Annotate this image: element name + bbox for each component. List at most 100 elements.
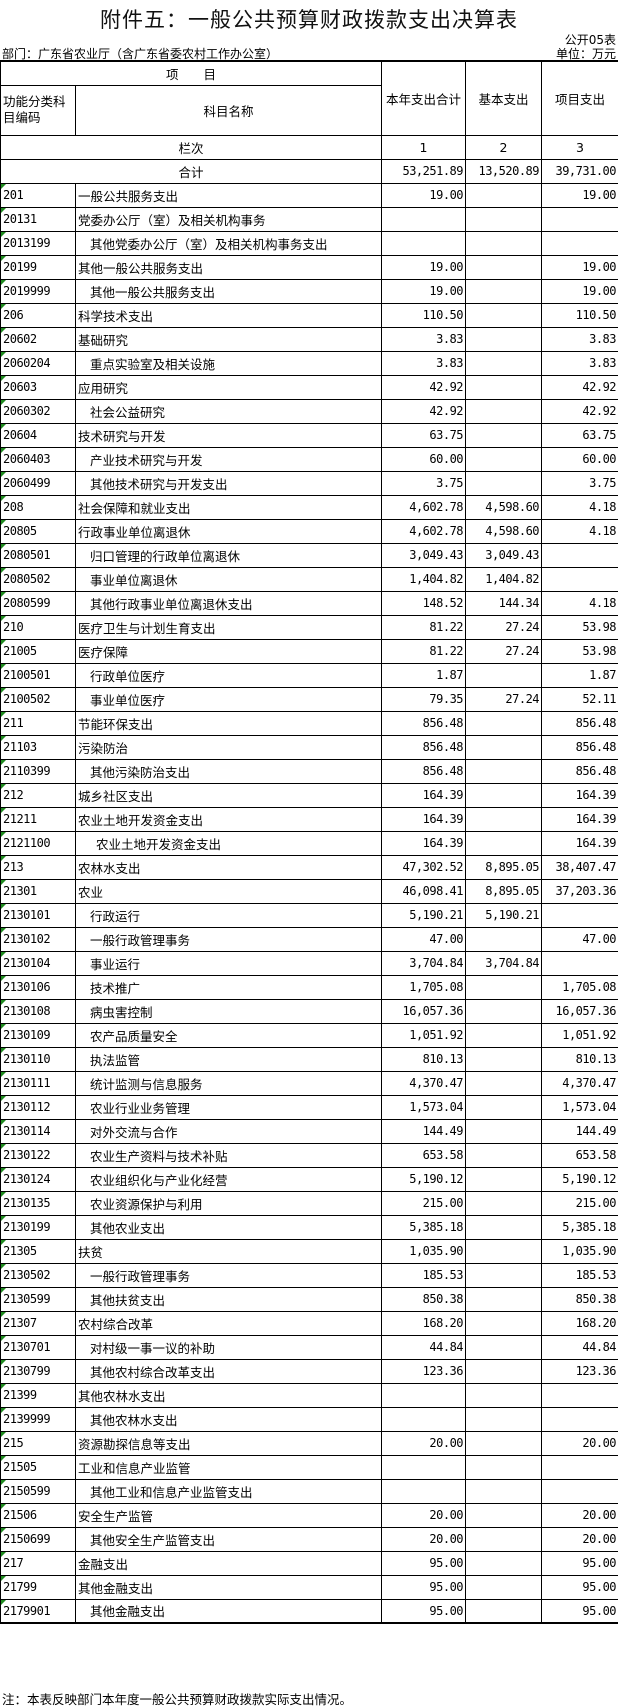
col1-cell-text: 20.00 <box>429 1436 464 1450</box>
col3-cell: 42.92 <box>541 398 618 424</box>
col2-cell-text: 144.34 <box>498 596 540 610</box>
cell-marker-icon <box>1 1120 6 1125</box>
col3-cell: 856.48 <box>541 734 618 760</box>
cell-marker-icon <box>1 376 6 381</box>
col1-cell: 850.38 <box>381 1286 467 1312</box>
table-row: 2179901 其他金融支出 95.00 95.00 <box>0 1598 618 1624</box>
total-col2: 13,520.89 <box>465 158 543 184</box>
cell-marker-icon <box>1 184 6 189</box>
col3-cell-text: 16,057.36 <box>555 1004 617 1018</box>
col1-cell: 1,051.92 <box>381 1022 467 1048</box>
code-cell: 20603 <box>0 374 76 400</box>
code-cell-text: 2019999 <box>3 284 51 298</box>
code-cell-text: 21211 <box>3 812 37 826</box>
col1-cell-text: 3.83 <box>436 332 464 346</box>
col1-cell-text: 19.00 <box>429 284 464 298</box>
name-cell: 社会公益研究 <box>74 398 383 424</box>
col3-cell-text: 63.75 <box>582 428 617 442</box>
code-cell: 21307 <box>0 1310 76 1336</box>
col1-cell: 4,370.47 <box>381 1070 467 1096</box>
table-row: 2130108 病虫害控制 16,057.36 16,057.36 <box>0 998 618 1024</box>
code-cell-text: 2110399 <box>3 764 51 778</box>
code-cell-text: 211 <box>3 716 24 730</box>
col2-cell-text: 3,049.43 <box>485 548 540 562</box>
name-cell-text: 其他污染防治支出 <box>90 764 191 780</box>
code-cell: 20199 <box>0 254 76 280</box>
name-cell-text: 农产品质量安全 <box>90 1028 178 1044</box>
code-cell: 21399 <box>0 1382 76 1408</box>
cell-marker-icon <box>1 904 6 909</box>
col3-cell: 4.18 <box>541 494 618 520</box>
name-cell-text: 应用研究 <box>78 380 129 396</box>
col2-cell <box>465 1166 543 1192</box>
cell-marker-icon <box>1 304 6 309</box>
col1-cell: 3.83 <box>381 326 467 352</box>
name-cell: 其他安全生产监管支出 <box>74 1526 383 1552</box>
col1-cell: 4,602.78 <box>381 518 467 544</box>
col1-cell: 3,049.43 <box>381 542 467 568</box>
col1-cell-text: 1,404.82 <box>409 572 464 586</box>
col2-cell <box>465 998 543 1024</box>
col1-cell: 16,057.36 <box>381 998 467 1024</box>
col3-cell: 4,370.47 <box>541 1070 618 1096</box>
col2-cell <box>465 1478 543 1504</box>
col3-cell-text: 95.00 <box>582 1580 617 1594</box>
cell-marker-icon <box>1 544 6 549</box>
col1-cell: 1,035.90 <box>381 1238 467 1264</box>
col3-cell-text: 168.20 <box>575 1316 617 1330</box>
col1-cell-text: 20.00 <box>429 1508 464 1522</box>
code-cell-text: 2130122 <box>3 1148 51 1162</box>
name-cell-text: 执法监管 <box>90 1052 141 1068</box>
code-cell-text: 2179901 <box>3 1603 51 1618</box>
col2-cell <box>465 326 543 352</box>
col3-cell: 856.48 <box>541 710 618 736</box>
col1-index: 1 <box>381 134 467 160</box>
code-cell-text: 2080599 <box>3 596 51 610</box>
col1-cell: 856.48 <box>381 734 467 760</box>
header-col3: 项目支出 <box>541 60 618 136</box>
code-cell: 2060302 <box>0 398 76 424</box>
col1-cell-text: 16,057.36 <box>402 1004 464 1018</box>
col3-cell-text: 53.98 <box>582 620 617 634</box>
col1-cell-text: 185.53 <box>422 1268 464 1282</box>
code-cell-text: 2130104 <box>3 956 51 970</box>
col1-cell-text: 19.00 <box>429 260 464 274</box>
cell-marker-icon <box>1 448 6 453</box>
name-cell-text: 农业土地开发资金支出 <box>78 812 204 828</box>
cell-marker-icon <box>1 1264 6 1269</box>
cell-marker-icon <box>1 1168 6 1173</box>
col3-cell-text: 185.53 <box>575 1268 617 1282</box>
name-cell-text: 农业行业业务管理 <box>90 1100 191 1116</box>
col1-cell: 19.00 <box>381 278 467 304</box>
code-cell-text: 2080502 <box>3 572 51 586</box>
col3-cell: 95.00 <box>541 1550 618 1576</box>
header-col2: 基本支出 <box>465 60 543 136</box>
col3-cell: 95.00 <box>541 1598 618 1624</box>
row-index-label: 栏次 <box>0 134 383 160</box>
form-number: 公开05表 <box>564 33 616 47</box>
code-cell: 2130101 <box>0 902 76 928</box>
name-cell-text: 其他一般公共服务支出 <box>90 284 216 300</box>
col3-cell <box>541 1382 618 1408</box>
col3-cell-text: 44.84 <box>582 1340 617 1354</box>
col3-cell <box>541 566 618 592</box>
col1-cell: 1,404.82 <box>381 566 467 592</box>
table-row: 21505 工业和信息产业监管 <box>0 1454 618 1480</box>
col1-cell: 95.00 <box>381 1550 467 1576</box>
col1-cell: 47,302.52 <box>381 854 467 880</box>
col2-cell <box>465 1310 543 1336</box>
col1-cell-text: 856.48 <box>422 764 464 778</box>
col2-cell <box>465 1070 543 1096</box>
col1-cell: 215.00 <box>381 1190 467 1216</box>
cell-marker-icon <box>1 1528 6 1533</box>
col3-cell: 1,573.04 <box>541 1094 618 1120</box>
name-cell-text: 其他技术研究与开发支出 <box>90 476 228 492</box>
col1-cell-text: 850.38 <box>422 1292 464 1306</box>
col2-cell: 3,049.43 <box>465 542 543 568</box>
col1-cell: 856.48 <box>381 710 467 736</box>
code-cell-text: 21103 <box>3 740 37 754</box>
name-cell: 统计监测与信息服务 <box>74 1070 383 1096</box>
name-cell: 对外交流与合作 <box>74 1118 383 1144</box>
table-row: 2130124 农业组织化与产业化经营 5,190.12 5,190.12 <box>0 1166 618 1192</box>
table-row: 213 农林水支出 47,302.52 8,895.05 38,407.47 <box>0 854 618 880</box>
